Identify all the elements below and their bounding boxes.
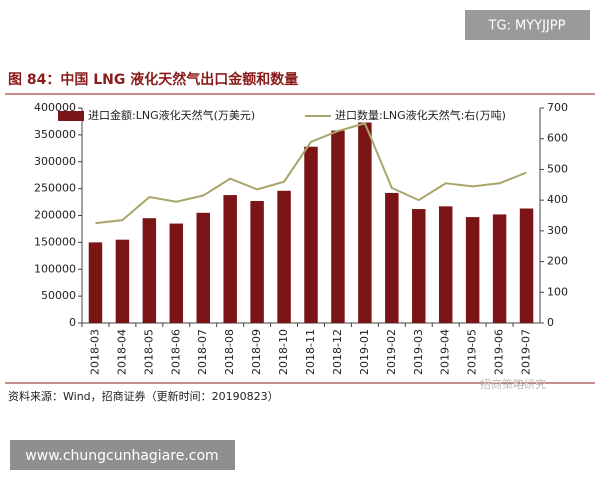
y2-tick-label: 500 bbox=[547, 162, 568, 175]
x-tick-label: 2019-03 bbox=[412, 329, 425, 375]
bar bbox=[492, 214, 507, 323]
bar bbox=[115, 239, 130, 323]
y-tick-label: 400000 bbox=[34, 101, 76, 114]
bar bbox=[465, 217, 480, 323]
legend-label: 进口金额:LNG液化天然气(万美元) bbox=[88, 108, 255, 122]
x-tick-label: 2019-07 bbox=[520, 329, 533, 375]
y2-tick-label: 200 bbox=[547, 255, 568, 268]
bar bbox=[331, 130, 345, 323]
y2-tick-label: 600 bbox=[547, 132, 568, 145]
y-tick-label: 50000 bbox=[41, 289, 76, 302]
bar bbox=[169, 223, 184, 323]
legend-label: 进口数量:LNG液化天然气:右(万吨) bbox=[335, 108, 506, 122]
y-tick-label: 300000 bbox=[34, 155, 76, 168]
bar bbox=[519, 208, 534, 323]
website-box bbox=[10, 440, 235, 470]
x-tick-label: 2019-06 bbox=[493, 329, 506, 375]
y2-tick-label: 400 bbox=[547, 193, 568, 206]
bar bbox=[277, 190, 291, 323]
legend-swatch bbox=[58, 111, 84, 121]
y-tick-label: 200000 bbox=[34, 209, 76, 222]
brand-watermark: 招商策略研究 bbox=[480, 377, 546, 391]
x-tick-label: 2018-09 bbox=[250, 329, 263, 375]
bar bbox=[223, 195, 237, 323]
y2-tick-label: 0 bbox=[547, 316, 554, 329]
y-tick-label: 100000 bbox=[34, 262, 76, 275]
source-note: 资料来源：Wind，招商证券（更新时间：20190823） bbox=[8, 389, 279, 403]
x-tick-label: 2018-08 bbox=[223, 329, 236, 375]
x-tick-label: 2018-12 bbox=[331, 329, 344, 375]
bar bbox=[304, 146, 318, 323]
x-tick-label: 2018-04 bbox=[115, 329, 128, 375]
website: www.chungcunhagiare.com bbox=[25, 448, 218, 464]
x-tick-label: 2019-01 bbox=[358, 329, 371, 375]
plot: 0 50000 100000 150000 200000 250000 300000 3500… bbox=[34, 101, 568, 375]
watermark: TG: MYYJJPP bbox=[488, 19, 566, 34]
y2-tick-label: 100 bbox=[547, 285, 568, 298]
bar bbox=[438, 206, 453, 323]
y2-tick-label: 700 bbox=[547, 101, 568, 114]
bar bbox=[358, 122, 372, 323]
y-tick-label: 350000 bbox=[34, 128, 76, 141]
x-tick-label: 2019-02 bbox=[385, 329, 398, 375]
y-tick-label: 250000 bbox=[34, 182, 76, 195]
x-tick-label: 2019-05 bbox=[466, 329, 479, 375]
x-tick-label: 2019-04 bbox=[439, 329, 452, 375]
y2-tick-label: 300 bbox=[547, 224, 568, 237]
y-tick-label: 150000 bbox=[34, 235, 76, 248]
bar bbox=[196, 212, 210, 323]
bar bbox=[412, 209, 426, 323]
bar bbox=[142, 218, 157, 323]
chart-title: 图 84：中国 LNG 液化天然气出口金额和数量 bbox=[8, 71, 298, 88]
bar bbox=[385, 192, 399, 323]
bar bbox=[88, 242, 103, 323]
x-tick-label: 2018-03 bbox=[88, 329, 101, 375]
x-tick-label: 2018-10 bbox=[277, 329, 290, 375]
x-tick-label: 2018-06 bbox=[169, 329, 182, 375]
x-tick-label: 2018-05 bbox=[142, 329, 155, 375]
line bbox=[95, 122, 527, 225]
x-tick-label: 2018-07 bbox=[196, 329, 209, 375]
watermark-box bbox=[465, 10, 590, 40]
y-tick-label: 0 bbox=[69, 316, 76, 329]
x-tick-label: 2018-11 bbox=[304, 329, 317, 375]
bar bbox=[250, 200, 264, 323]
